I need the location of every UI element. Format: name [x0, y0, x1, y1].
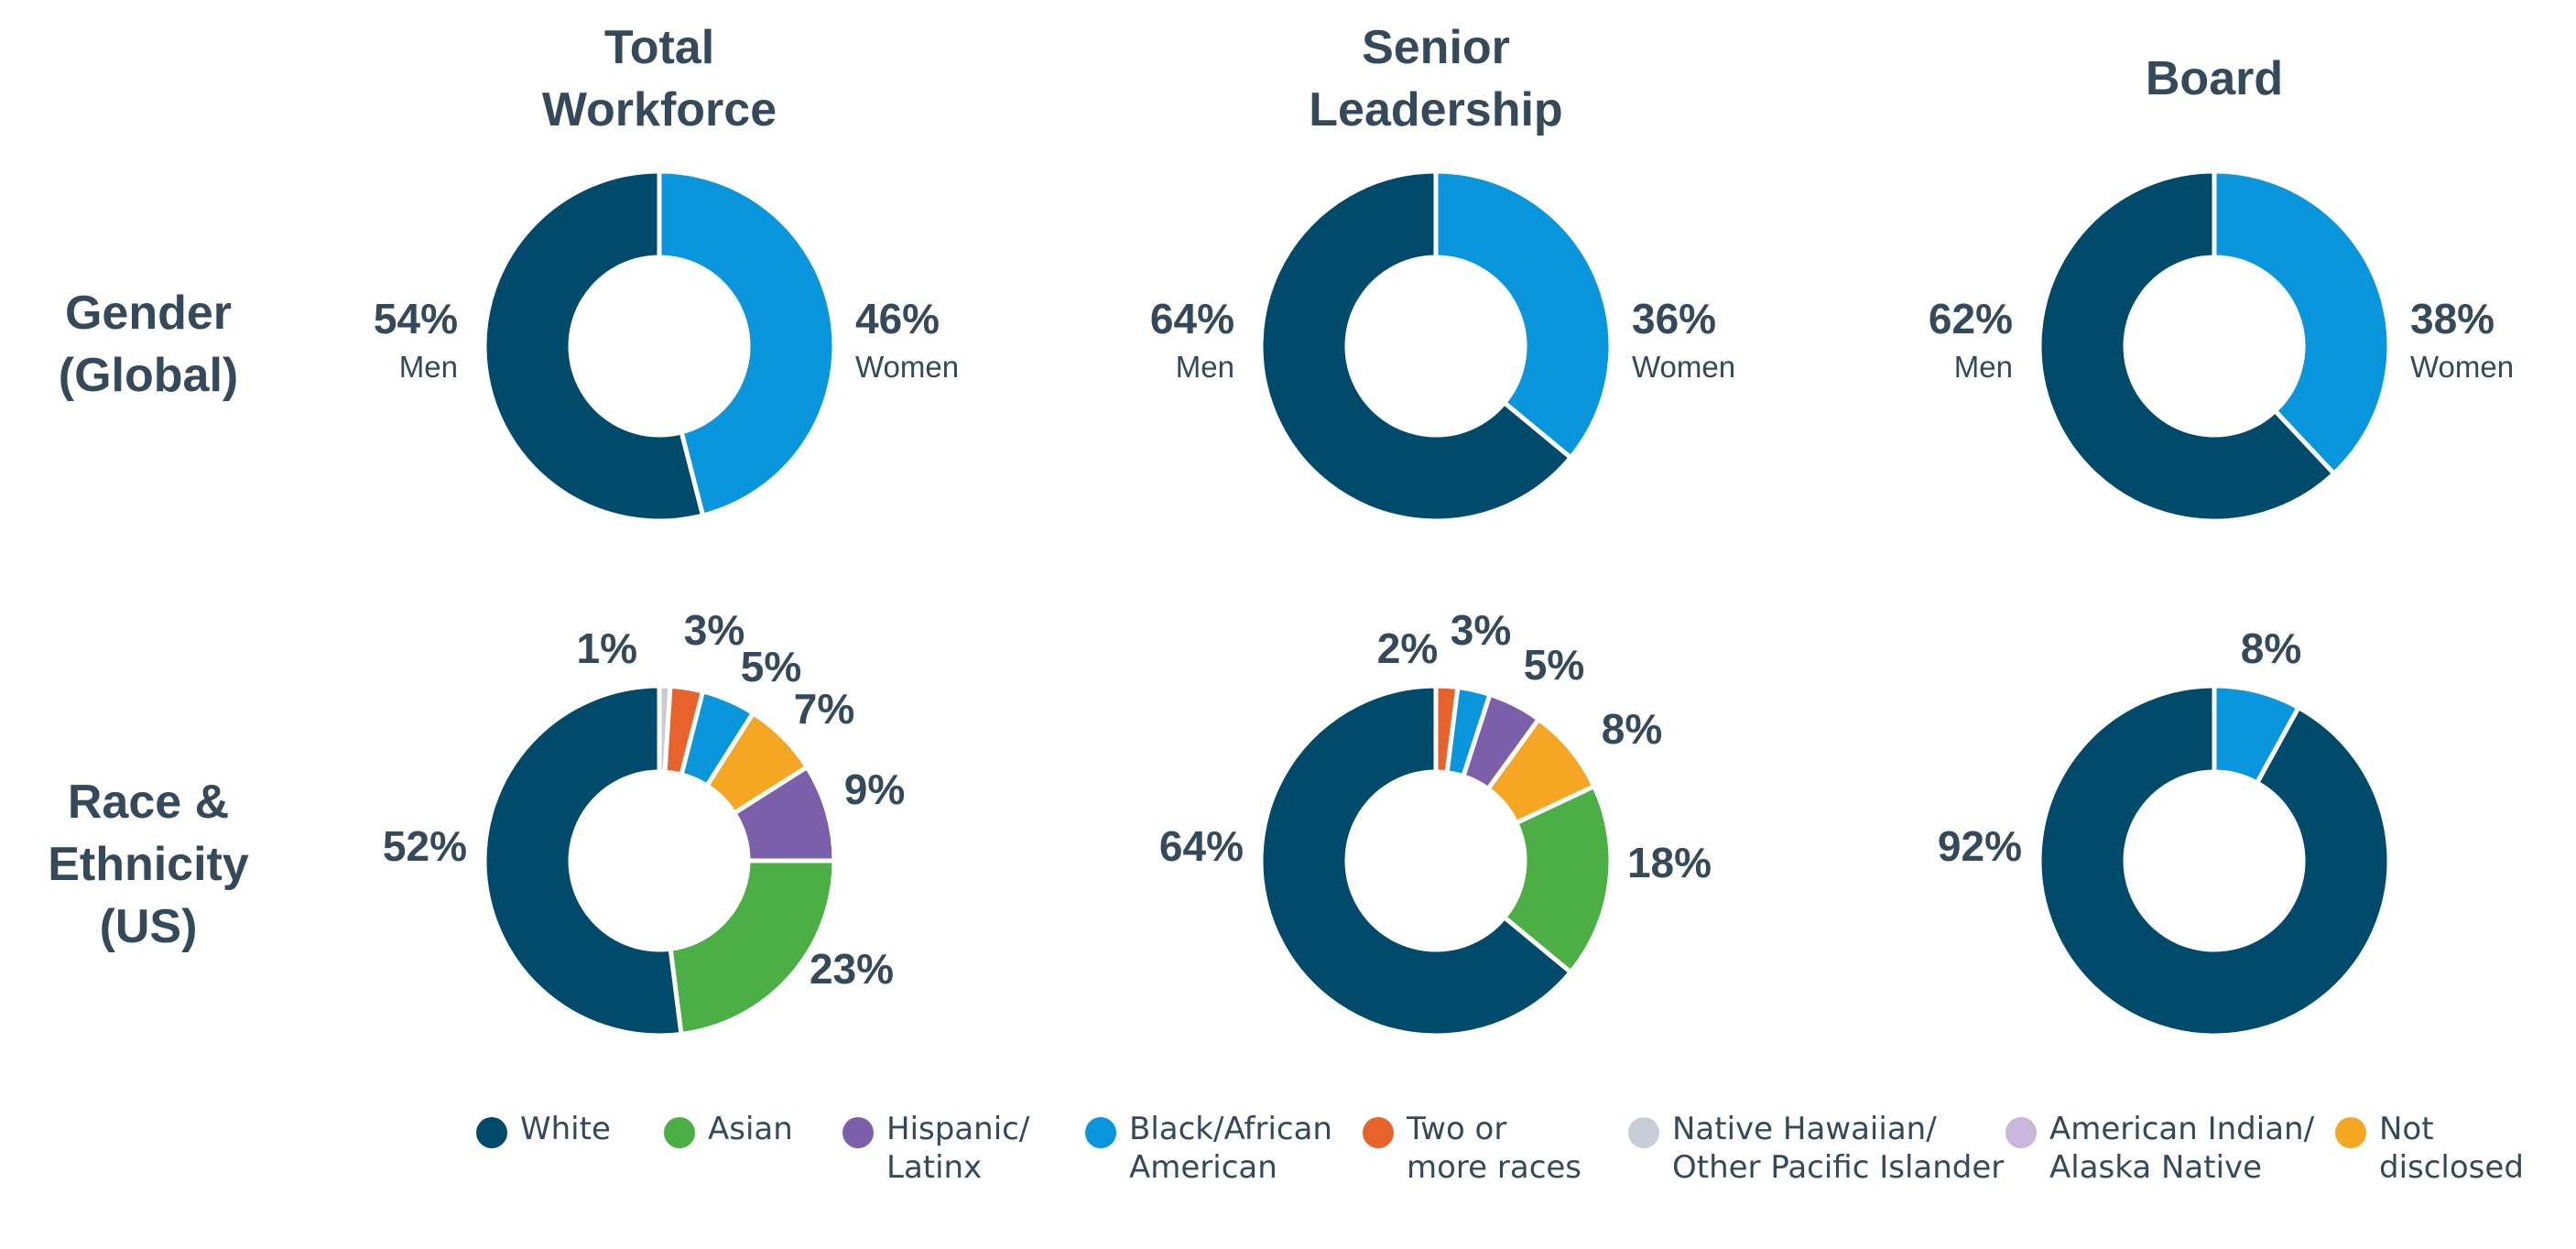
sublabel-men: Men	[1176, 350, 1234, 384]
sublabel-women: Women	[1632, 350, 1735, 384]
legend-item-hispanic-latinx: Hispanic/ Latinx	[842, 1110, 1029, 1187]
legend-label: White	[520, 1111, 611, 1147]
slice-white	[1258, 683, 1574, 1038]
legend-label: Native Hawaiian/ Other Pacific Islander	[1672, 1111, 2005, 1186]
legend-swatch	[842, 1117, 874, 1148]
legend-swatch	[2005, 1117, 2037, 1148]
legend-swatch	[1085, 1117, 1116, 1148]
sublabel-women: Women	[2410, 350, 2514, 384]
legend-label: American Indian/ Alaska Native	[2049, 1111, 2315, 1186]
data-label-asian: 23%	[810, 945, 894, 993]
slice-men	[482, 168, 706, 524]
legend-label: Not disclosed	[2379, 1111, 2524, 1186]
donut-chart-3: 1% 3%5%7% 9% 23% 52%	[383, 606, 905, 1038]
data-label-hispanic-latinx: 5%	[1524, 641, 1584, 689]
data-label-white: 52%	[383, 822, 467, 870]
data-label-two-or-more-races: 2%	[1377, 624, 1438, 672]
legend-swatch	[2335, 1117, 2366, 1148]
data-label-black-african-american: 8%	[2241, 624, 2301, 672]
data-label-black-african-american: 3%	[1451, 606, 1511, 654]
donut-chart-4: 2% 3% 5% 8% 18% 64%	[1159, 606, 1712, 1038]
data-label-white: 64%	[1159, 822, 1244, 870]
data-label-two-or-more-races: 3%	[684, 606, 745, 654]
donut-chart-1: 36% Women 64% Men	[1150, 168, 1735, 524]
legend-item-asian: Asian	[664, 1110, 793, 1148]
sublabel-men: Men	[399, 350, 458, 384]
slice-women	[1433, 168, 1614, 462]
column-header-total-workforce: Total Workforce	[541, 21, 777, 136]
slice-women	[657, 168, 837, 519]
legend-item-not-disclosed: Not disclosed	[2335, 1110, 2524, 1187]
legend-item-two-or-more-races: Two or more races	[1363, 1110, 1581, 1187]
legend-label: Asian	[708, 1111, 793, 1147]
data-label-hispanic-latinx: 9%	[844, 766, 905, 813]
slice-asian	[1501, 783, 1614, 976]
legend-item-native-hawaiian-other-pacific-islander: Native Hawaiian/ Other Pacific Islander	[1628, 1110, 2004, 1187]
data-label-asian: 18%	[1627, 839, 1712, 886]
data-label-women: 38%	[2410, 295, 2494, 342]
legend-item-american-indian-alaska-native: American Indian/ Alaska Native	[2005, 1110, 2314, 1187]
sublabel-women: Women	[855, 350, 959, 384]
slice-asian	[668, 858, 837, 1037]
slice-men	[1258, 168, 1574, 524]
data-label-white: 92%	[1938, 822, 2022, 870]
donut-charts-svg: 46% Women 54% Men 36% Women 64% Men 38% Women 62% M…	[373, 168, 2515, 1038]
data-label-men: 54%	[374, 295, 458, 342]
donut-chart-5: 8% 92%	[1938, 624, 2392, 1038]
column-header-senior-leadership: Senior Leadership	[1309, 21, 1563, 136]
data-label-women: 36%	[1632, 295, 1716, 342]
donut-chart-0: 46% Women 54% Men	[374, 168, 959, 524]
data-label-men: 64%	[1150, 295, 1234, 342]
data-label-men: 62%	[1929, 295, 2013, 342]
column-header-board: Board	[2145, 52, 2284, 105]
slice-men	[2037, 168, 2338, 524]
legend-item-white: White	[476, 1110, 611, 1148]
legend: White Asian Hispanic/ Latinx Black/African …	[476, 1110, 2573, 1220]
slice-white	[482, 683, 684, 1038]
legend-swatch	[1363, 1117, 1394, 1148]
legend-label: Black/African American	[1129, 1111, 1332, 1186]
sublabel-men: Men	[1954, 350, 2013, 384]
row-header-gender: Gender (Global)	[58, 287, 239, 402]
legend-swatch	[1628, 1117, 1659, 1148]
legend-item-black-african-american: Black/African American	[1085, 1110, 1332, 1187]
legend-swatch	[476, 1117, 507, 1148]
data-label-not-disclosed: 7%	[794, 685, 854, 733]
data-label-native-hawaiian-other-pacific-islander: 1%	[577, 624, 637, 672]
legend-label: Hispanic/ Latinx	[886, 1111, 1030, 1186]
data-label-black-african-american: 5%	[741, 643, 801, 690]
slice-women	[2212, 168, 2392, 477]
data-label-not-disclosed: 8%	[1602, 705, 1662, 753]
data-label-women: 46%	[855, 295, 940, 342]
slice-white	[2037, 683, 2392, 1038]
legend-label: Two or more races	[1407, 1111, 1582, 1186]
legend-swatch	[664, 1117, 695, 1148]
row-header-race-ethnicity: Race & Ethnicity (US)	[48, 776, 249, 953]
donut-chart-2: 38% Women 62% Men	[1929, 168, 2514, 524]
